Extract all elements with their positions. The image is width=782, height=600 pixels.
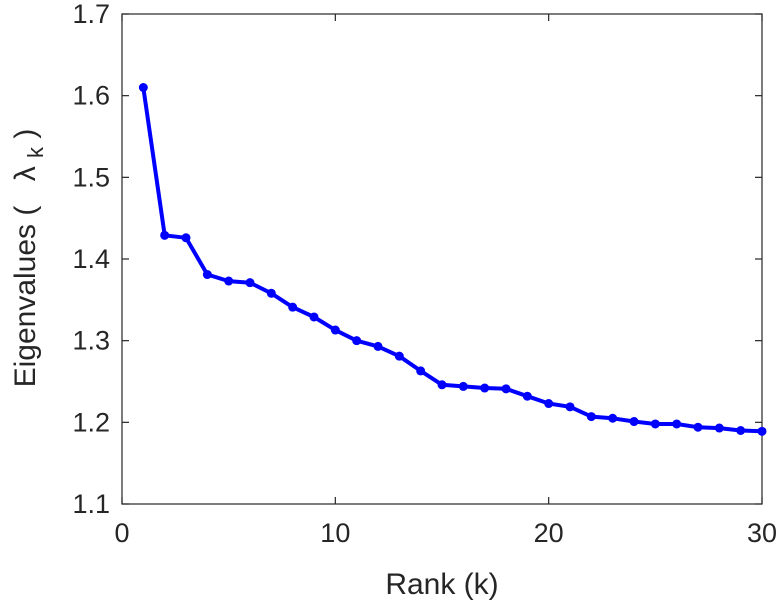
plot-frame [121,13,763,505]
data-point-21 [565,402,575,412]
y-tick-label-1: 1.2 [72,407,110,437]
data-point-18 [501,384,511,394]
data-point-2 [160,230,170,240]
data-point-17 [480,383,490,393]
data-point-4 [202,270,212,280]
x-tick-label-3: 30 [747,518,777,548]
x-tick-label-2: 20 [534,518,564,548]
data-point-26 [672,419,682,429]
data-point-9 [309,312,319,322]
y-axis-label-symbol: λ [9,166,42,181]
x-tick-label-1: 10 [320,518,350,548]
data-point-12 [373,341,383,351]
data-point-1 [138,83,148,92]
data-point-10 [330,325,340,335]
data-point-28 [714,423,724,433]
data-point-23 [608,413,618,423]
x-axis-label: Rank (k) [385,568,498,600]
data-point-25 [650,419,660,429]
y-tick-label-3: 1.4 [72,244,110,274]
data-point-30 [757,426,767,436]
y-tick-label-0: 1.1 [72,489,110,519]
data-point-16 [458,381,468,391]
y-tick-label-2: 1.3 [72,326,110,356]
data-point-24 [629,417,639,427]
data-point-14 [416,366,426,376]
y-tick-label-5: 1.6 [72,81,110,111]
data-point-13 [394,351,404,361]
y-axis-label-subscript: k [23,146,48,158]
y-tick-label-6: 1.7 [72,0,110,29]
series-line [141,87,763,434]
data-point-29 [736,426,746,435]
tick-labels: 0 10 20 30 1.1 1.2 1.3 1.4 1.5 1.6 1.7 [72,0,777,548]
data-point-6 [245,278,255,288]
data-point-7 [266,288,276,298]
data-point-3 [181,233,191,243]
x-tick-label-0: 0 [114,518,129,548]
axis-ticks [121,13,763,505]
data-point-5 [224,276,234,286]
y-axis-label-suffix: ) [9,129,42,139]
y-axis-label: Eigenvalues ( λ k ) [9,129,50,388]
y-tick-label-4: 1.5 [72,162,110,192]
data-point-8 [288,302,298,312]
data-point-11 [352,336,362,346]
data-point-19 [522,391,532,401]
data-point-20 [544,399,554,409]
data-point-15 [437,380,447,390]
data-points [138,83,767,436]
data-point-22 [586,412,596,422]
y-axis-label-prefix: Eigenvalues ( [9,206,42,388]
data-point-27 [693,422,703,432]
